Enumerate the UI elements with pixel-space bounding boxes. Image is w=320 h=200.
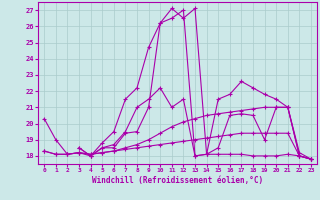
X-axis label: Windchill (Refroidissement éolien,°C): Windchill (Refroidissement éolien,°C): [92, 176, 263, 185]
